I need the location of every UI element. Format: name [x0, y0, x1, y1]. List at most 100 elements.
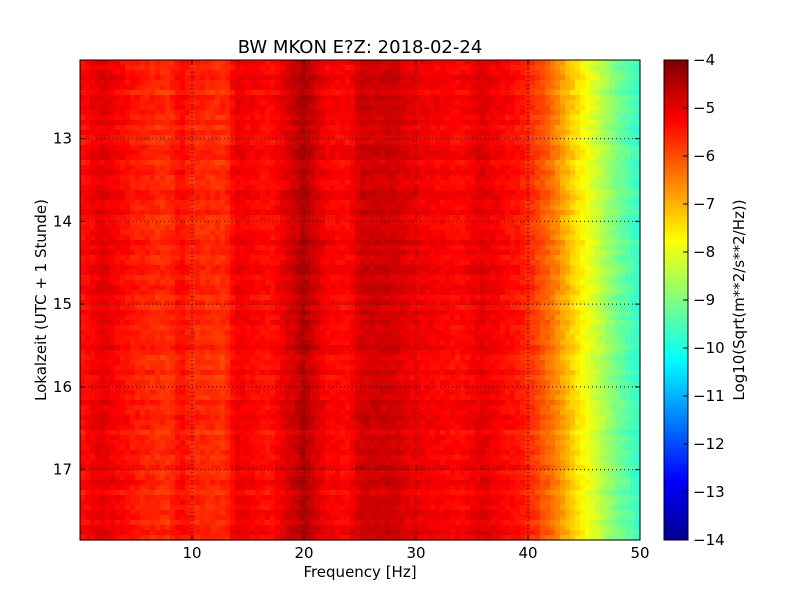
- heatmap-cell: [415, 190, 421, 196]
- heatmap-cell: [225, 95, 231, 101]
- heatmap-cell: [130, 145, 136, 151]
- heatmap-cell: [175, 85, 181, 91]
- heatmap-cell: [140, 190, 146, 196]
- heatmap-cell: [575, 120, 581, 126]
- heatmap-cell: [415, 200, 421, 206]
- heatmap-cell: [350, 250, 356, 256]
- heatmap-cell: [535, 115, 541, 121]
- heatmap-cell: [285, 235, 291, 241]
- heatmap-cell: [520, 180, 526, 186]
- heatmap-cell: [450, 175, 456, 181]
- heatmap-cell: [250, 115, 256, 121]
- heatmap-cell: [550, 170, 556, 176]
- heatmap-cell: [580, 225, 586, 231]
- heatmap-cell: [250, 120, 256, 126]
- heatmap-cell: [90, 215, 96, 221]
- heatmap-cell: [120, 100, 126, 106]
- heatmap-cell: [520, 135, 526, 141]
- heatmap-cell: [200, 75, 206, 81]
- heatmap-cell: [430, 140, 436, 146]
- heatmap-cell: [340, 205, 346, 211]
- heatmap-cell: [620, 65, 626, 71]
- heatmap-cell: [110, 275, 116, 281]
- heatmap-cell: [445, 65, 451, 71]
- heatmap-cell: [115, 215, 121, 221]
- heatmap-cell: [620, 165, 626, 171]
- heatmap-cell: [220, 240, 226, 246]
- heatmap-cell: [265, 110, 271, 116]
- heatmap-cell: [365, 175, 371, 181]
- heatmap-cell: [125, 225, 131, 231]
- heatmap-cell: [395, 150, 401, 156]
- heatmap-cell: [145, 260, 151, 266]
- heatmap-cell: [465, 110, 471, 116]
- heatmap-cell: [580, 130, 586, 136]
- heatmap-cell: [180, 100, 186, 106]
- heatmap-cell: [560, 155, 566, 161]
- heatmap-cell: [170, 275, 176, 281]
- heatmap-cell: [240, 280, 246, 286]
- heatmap-cell: [620, 270, 626, 276]
- heatmap-cell: [305, 150, 311, 156]
- heatmap-cell: [200, 220, 206, 226]
- heatmap-cell: [315, 90, 321, 96]
- heatmap-cell: [100, 260, 106, 266]
- heatmap-cell: [515, 140, 521, 146]
- heatmap-cell: [310, 145, 316, 151]
- heatmap-cell: [560, 65, 566, 71]
- heatmap-cell: [210, 160, 216, 166]
- heatmap-cell: [240, 160, 246, 166]
- heatmap-cell: [130, 140, 136, 146]
- heatmap-cell: [285, 245, 291, 251]
- heatmap-cell: [535, 130, 541, 136]
- heatmap-cell: [230, 230, 236, 236]
- heatmap-cell: [495, 80, 501, 86]
- heatmap-cell: [320, 255, 326, 261]
- heatmap-cell: [630, 85, 636, 91]
- heatmap-cell: [510, 70, 516, 76]
- heatmap-cell: [470, 200, 476, 206]
- heatmap-cell: [95, 150, 101, 156]
- heatmap-cell: [575, 165, 581, 171]
- heatmap-cell: [395, 120, 401, 126]
- heatmap-cell: [95, 275, 101, 281]
- heatmap-cell: [365, 210, 371, 216]
- heatmap-cell: [125, 120, 131, 126]
- heatmap-cell: [130, 65, 136, 71]
- heatmap-cell: [625, 90, 631, 96]
- heatmap-cell: [290, 80, 296, 86]
- heatmap-cell: [545, 220, 551, 226]
- heatmap-cell: [250, 170, 256, 176]
- heatmap-cell: [505, 150, 511, 156]
- heatmap-cell: [410, 120, 416, 126]
- heatmap-cell: [95, 140, 101, 146]
- heatmap-cell: [635, 255, 641, 261]
- heatmap-cell: [530, 270, 536, 276]
- heatmap-cell: [275, 190, 281, 196]
- heatmap-cell: [130, 215, 136, 221]
- heatmap-cell: [140, 180, 146, 186]
- heatmap-cell: [345, 125, 351, 131]
- heatmap-cell: [425, 210, 431, 216]
- heatmap-cell: [465, 105, 471, 111]
- heatmap-cell: [285, 120, 291, 126]
- heatmap-cell: [510, 60, 516, 66]
- heatmap-cell: [315, 265, 321, 271]
- heatmap-cell: [345, 90, 351, 96]
- heatmap-cell: [235, 115, 241, 121]
- heatmap-cell: [160, 180, 166, 186]
- heatmap-cell: [200, 260, 206, 266]
- heatmap-cell: [395, 70, 401, 76]
- heatmap-cell: [450, 265, 456, 271]
- heatmap-cell: [330, 165, 336, 171]
- heatmap-cell: [385, 110, 391, 116]
- heatmap-cell: [420, 185, 426, 191]
- heatmap-cell: [255, 230, 261, 236]
- heatmap-cell: [590, 235, 596, 241]
- heatmap-cell: [240, 205, 246, 211]
- heatmap-cell: [255, 270, 261, 276]
- heatmap-cell: [235, 90, 241, 96]
- heatmap-cell: [175, 90, 181, 96]
- heatmap-cell: [145, 140, 151, 146]
- heatmap-cell: [150, 100, 156, 106]
